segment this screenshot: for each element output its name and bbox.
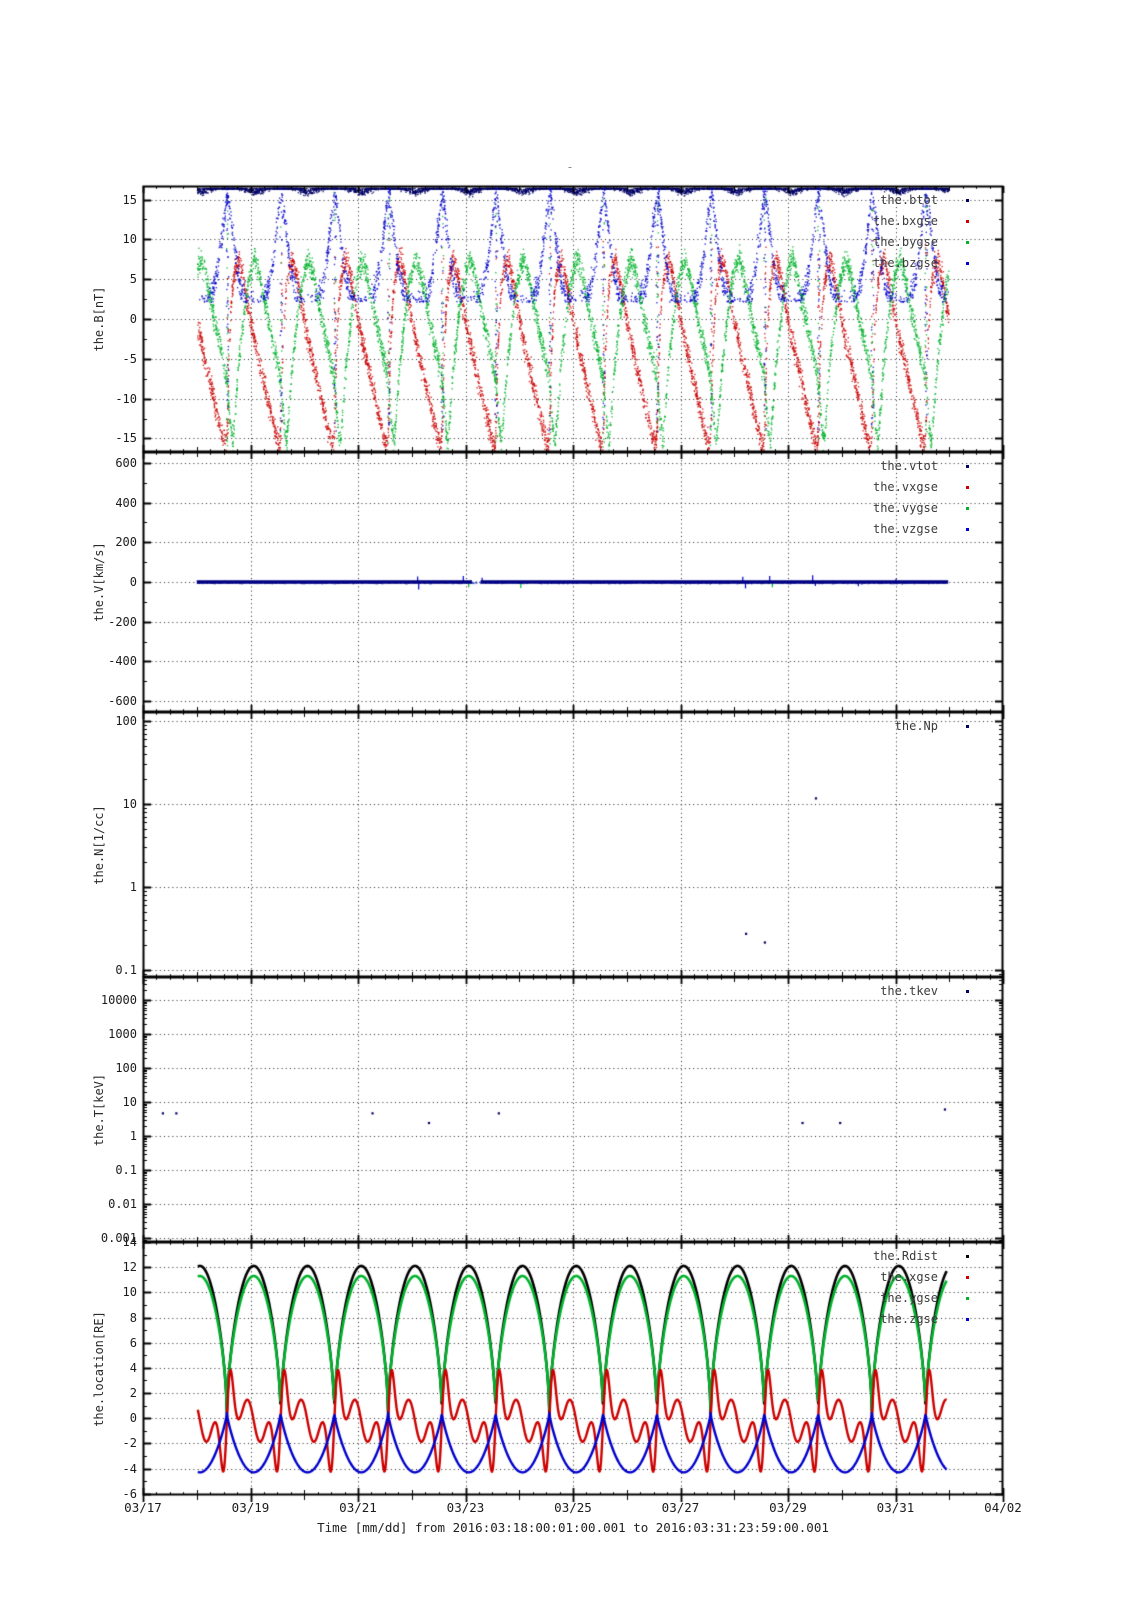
y-tick-label: -4 xyxy=(122,1461,137,1476)
x-tick-label: 03/21 xyxy=(339,1500,377,1515)
legend-label: the.bzgse xyxy=(872,256,938,270)
y-tick-label: 10 xyxy=(122,1095,137,1110)
legend-label: the.tkev xyxy=(880,984,938,998)
x-tick-label: 03/25 xyxy=(554,1500,592,1515)
y-tick-label: 1 xyxy=(129,1129,137,1144)
y-tick-label: 0.01 xyxy=(108,1196,137,1211)
legend-marker-dot xyxy=(966,1276,969,1279)
y-tick-label: 0 xyxy=(129,1411,137,1426)
legend-label: the.vtot xyxy=(880,459,938,473)
legend-marker-dot xyxy=(966,1318,969,1321)
panel-3-y-axis-title: the.N[1/cc] xyxy=(92,804,106,885)
y-tick-label: -6 xyxy=(122,1486,137,1501)
y-tick-label: -2 xyxy=(122,1436,137,1451)
x-tick-label: 03/29 xyxy=(769,1500,807,1515)
y-tick-label: 100 xyxy=(115,713,137,728)
y-tick-label: 15 xyxy=(122,192,137,207)
y-tick-label: 600 xyxy=(115,455,137,470)
legend-label: the.xgse xyxy=(880,1270,938,1284)
y-tick-label: 10 xyxy=(122,232,137,247)
legend-marker-dot xyxy=(966,507,969,510)
y-tick-label: 0.1 xyxy=(115,1162,137,1177)
x-tick-label: 03/27 xyxy=(661,1500,700,1515)
y-tick-label: 0 xyxy=(129,312,137,326)
legend-label: the.bygse xyxy=(872,235,938,249)
y-tick-label: 8 xyxy=(129,1310,137,1325)
legend-label: the.Rdist xyxy=(872,1249,938,1263)
y-tick-label: 14 xyxy=(122,1235,137,1249)
y-tick-label: 4 xyxy=(129,1360,137,1375)
legend-marker-dot xyxy=(966,725,969,728)
panel-1-y-axis-title: the.B[nT] xyxy=(92,286,106,352)
legend-marker-dot xyxy=(966,241,969,244)
y-tick-label: 5 xyxy=(129,272,137,287)
y-tick-label: 10 xyxy=(122,796,137,811)
panel-4-y-axis-title: the.T[keV] xyxy=(92,1073,106,1146)
y-tick-label: -400 xyxy=(108,654,137,669)
y-tick-label: 0.001 xyxy=(100,1230,137,1245)
legend-marker-dot xyxy=(966,262,969,265)
legend-label: the.vygse xyxy=(872,501,938,515)
panel-2-y-axis-title: the.V[km/s] xyxy=(92,542,106,622)
chart-title: - xyxy=(566,160,574,174)
y-tick-label: 6 xyxy=(129,1335,137,1350)
x-axis-label: Time [mm/dd] from 2016:03:18:00:01:00.00… xyxy=(317,1520,829,1535)
y-tick-label: -5 xyxy=(122,351,137,366)
legend-label: the.ygse xyxy=(880,1291,938,1305)
panel-5-y-axis-title: the.location[RE] xyxy=(92,1310,106,1427)
y-tick-label: 0.1 xyxy=(115,962,137,977)
x-tick-label: 04/02 xyxy=(984,1500,1022,1515)
legend-marker-dot xyxy=(966,528,969,531)
legend-marker-dot xyxy=(966,220,969,223)
y-tick-label: 1 xyxy=(129,879,137,894)
legend-marker-dot xyxy=(966,486,969,489)
legend-label: the.zgse xyxy=(880,1312,938,1326)
y-tick-label: 10 xyxy=(122,1285,137,1300)
legend-marker-dot xyxy=(966,990,969,993)
legend-label: the.bxgse xyxy=(872,214,938,228)
y-tick-label: 2 xyxy=(129,1386,137,1401)
y-tick-label: 1000 xyxy=(108,1027,137,1042)
legend-marker-dot xyxy=(966,199,969,202)
legend-marker-dot xyxy=(966,1255,969,1258)
y-tick-label: 100 xyxy=(115,1061,137,1076)
y-tick-label: -10 xyxy=(115,391,137,406)
x-tick-label: 03/17 xyxy=(124,1500,162,1515)
y-tick-label: 400 xyxy=(115,495,137,510)
y-tick-label: -600 xyxy=(108,694,137,709)
legend-label: the.vzgse xyxy=(872,522,938,536)
x-tick-label: 03/23 xyxy=(446,1500,485,1515)
legend-label: the.Np xyxy=(894,719,938,733)
y-tick-label: -200 xyxy=(108,614,137,629)
y-tick-label: 12 xyxy=(122,1260,137,1275)
y-tick-label: 200 xyxy=(115,535,137,550)
legend-marker-dot xyxy=(966,1297,969,1300)
legend-label: the.btot xyxy=(880,193,938,207)
x-tick-label: 03/31 xyxy=(876,1500,915,1515)
x-tick-label: 03/19 xyxy=(231,1500,270,1515)
y-tick-label: 10000 xyxy=(100,993,137,1008)
legend-marker-dot xyxy=(966,465,969,468)
y-tick-label: -15 xyxy=(115,431,137,446)
y-tick-label: 0 xyxy=(129,575,137,589)
legend-label: the.vxgse xyxy=(872,480,938,494)
